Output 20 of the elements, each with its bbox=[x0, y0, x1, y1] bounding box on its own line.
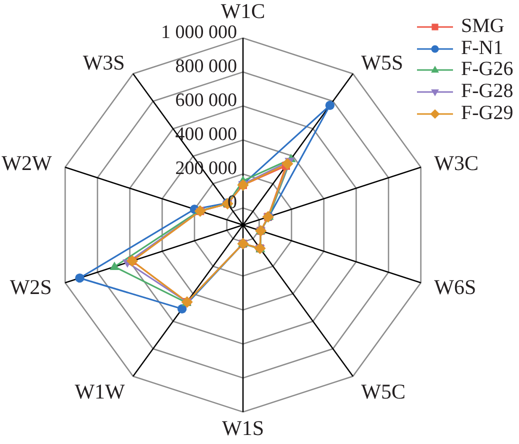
legend-label: F-G29 bbox=[461, 102, 514, 124]
spoke-label: W6S bbox=[434, 275, 476, 300]
y-tick-label: 800 000 bbox=[175, 56, 237, 77]
y-tick-label: 1 000 000 bbox=[161, 22, 237, 43]
y-tick-label: 400 000 bbox=[175, 124, 237, 145]
legend-label: SMG bbox=[461, 15, 504, 38]
spoke-label: W5C bbox=[361, 380, 406, 404]
spoke-label: W3S bbox=[82, 50, 125, 74]
y-tick-label: 600 000 bbox=[175, 90, 237, 111]
spoke-label: W3C bbox=[434, 150, 478, 175]
spoke-label: W2S bbox=[10, 275, 52, 300]
spoke-label: W5S bbox=[361, 50, 404, 74]
spoke-label: W2W bbox=[2, 150, 52, 175]
legend-label: F-G28 bbox=[461, 80, 514, 103]
legend-label: F-G26 bbox=[461, 58, 514, 82]
y-tick-label: 200 000 bbox=[175, 158, 237, 179]
spoke-label: W1S bbox=[222, 416, 264, 440]
spoke-label: W1W bbox=[74, 380, 126, 404]
legend-label: F-N1 bbox=[461, 36, 504, 60]
spoke-label: W1C bbox=[220, 0, 266, 23]
